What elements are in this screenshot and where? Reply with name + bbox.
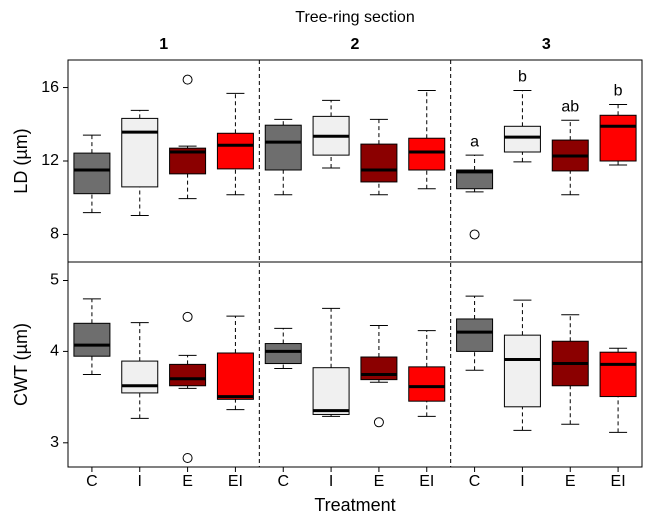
y-axis-label: LD (µm) [11,128,31,193]
x-tick-label: E [182,473,193,490]
box [360,143,398,183]
box [216,132,254,170]
section-label: 1 [159,36,168,53]
x-tick-label: EI [419,473,434,490]
y-tick-label: 4 [50,343,59,360]
x-tick-label: EI [228,473,243,490]
outlier [373,417,384,428]
significance-letter: b [614,83,623,100]
y-tick-label: 5 [50,272,59,289]
y-tick-label: 8 [50,226,59,243]
box [73,322,111,357]
box [360,356,398,381]
y-tick-label: 12 [41,152,59,169]
box [121,360,159,394]
box [408,366,446,402]
box [456,318,494,352]
box [73,152,111,195]
box [264,343,302,365]
y-tick-label: 3 [50,434,59,451]
box [264,124,302,171]
box [456,169,494,190]
outlier [182,452,193,463]
x-tick-label: EI [611,473,626,490]
y-tick-label: 16 [41,79,59,96]
chart-title: Tree-ring section [295,9,414,26]
box [169,363,207,387]
box [599,351,637,398]
box [121,117,159,188]
x-tick-label: I [138,473,142,490]
box [408,137,446,171]
panel-frame [67,261,643,468]
significance-letter: a [470,133,479,150]
box [312,367,350,415]
section-label: 2 [351,36,360,53]
x-tick-label: E [374,473,385,490]
significance-letter: ab [561,98,579,115]
x-tick-label: C [277,473,289,490]
significance-letter: b [518,69,527,86]
box [599,114,637,162]
x-tick-label: I [329,473,333,490]
x-tick-label: E [565,473,576,490]
section-label: 3 [542,36,551,53]
outlier [469,229,480,240]
x-axis-label: Treatment [314,495,395,515]
x-tick-label: C [86,473,98,490]
y-axis-label: CWT (µm) [11,323,31,406]
box [503,125,541,153]
outlier [182,74,193,85]
x-tick-label: C [469,473,481,490]
box [216,352,254,400]
box [503,334,541,408]
x-tick-label: I [520,473,524,490]
outlier [182,311,193,322]
